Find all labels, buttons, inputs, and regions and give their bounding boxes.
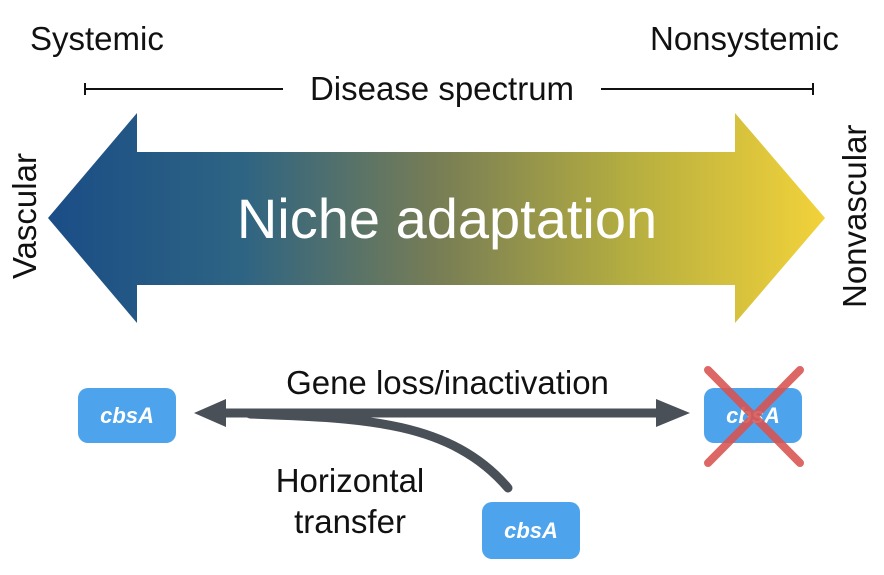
gene-box-bottom: cbsA: [482, 502, 580, 559]
disease-spectrum-label: Disease spectrum: [309, 70, 575, 107]
gene-label-left: cbsA: [100, 402, 154, 428]
gene-label-right: cbsA: [726, 402, 780, 428]
gene-label-bottom: cbsA: [504, 517, 558, 543]
gene-loss-arrow: [194, 399, 690, 427]
niche-adaptation-arrow: [48, 113, 825, 323]
gene-box-right: cbsA: [704, 388, 802, 443]
vascular-label: Vascular: [6, 153, 43, 279]
gene-box-left: cbsA: [78, 388, 176, 443]
niche-adaptation-label: Niche adaptation: [236, 187, 658, 250]
spectrum-bracket: [84, 83, 814, 95]
gene-loss-label: Gene loss/inactivation: [286, 364, 609, 401]
gene-loss-arrowhead-right: [656, 399, 690, 427]
nonvascular-label: Nonvascular: [836, 124, 873, 308]
horizontal-transfer-label-line2: transfer: [294, 503, 406, 540]
nonsystemic-label: Nonsystemic: [650, 20, 839, 57]
gene-loss-arrowhead-left: [194, 399, 226, 427]
systemic-label: Systemic: [30, 20, 164, 57]
horizontal-transfer-label-line1: Horizontal: [275, 462, 425, 499]
